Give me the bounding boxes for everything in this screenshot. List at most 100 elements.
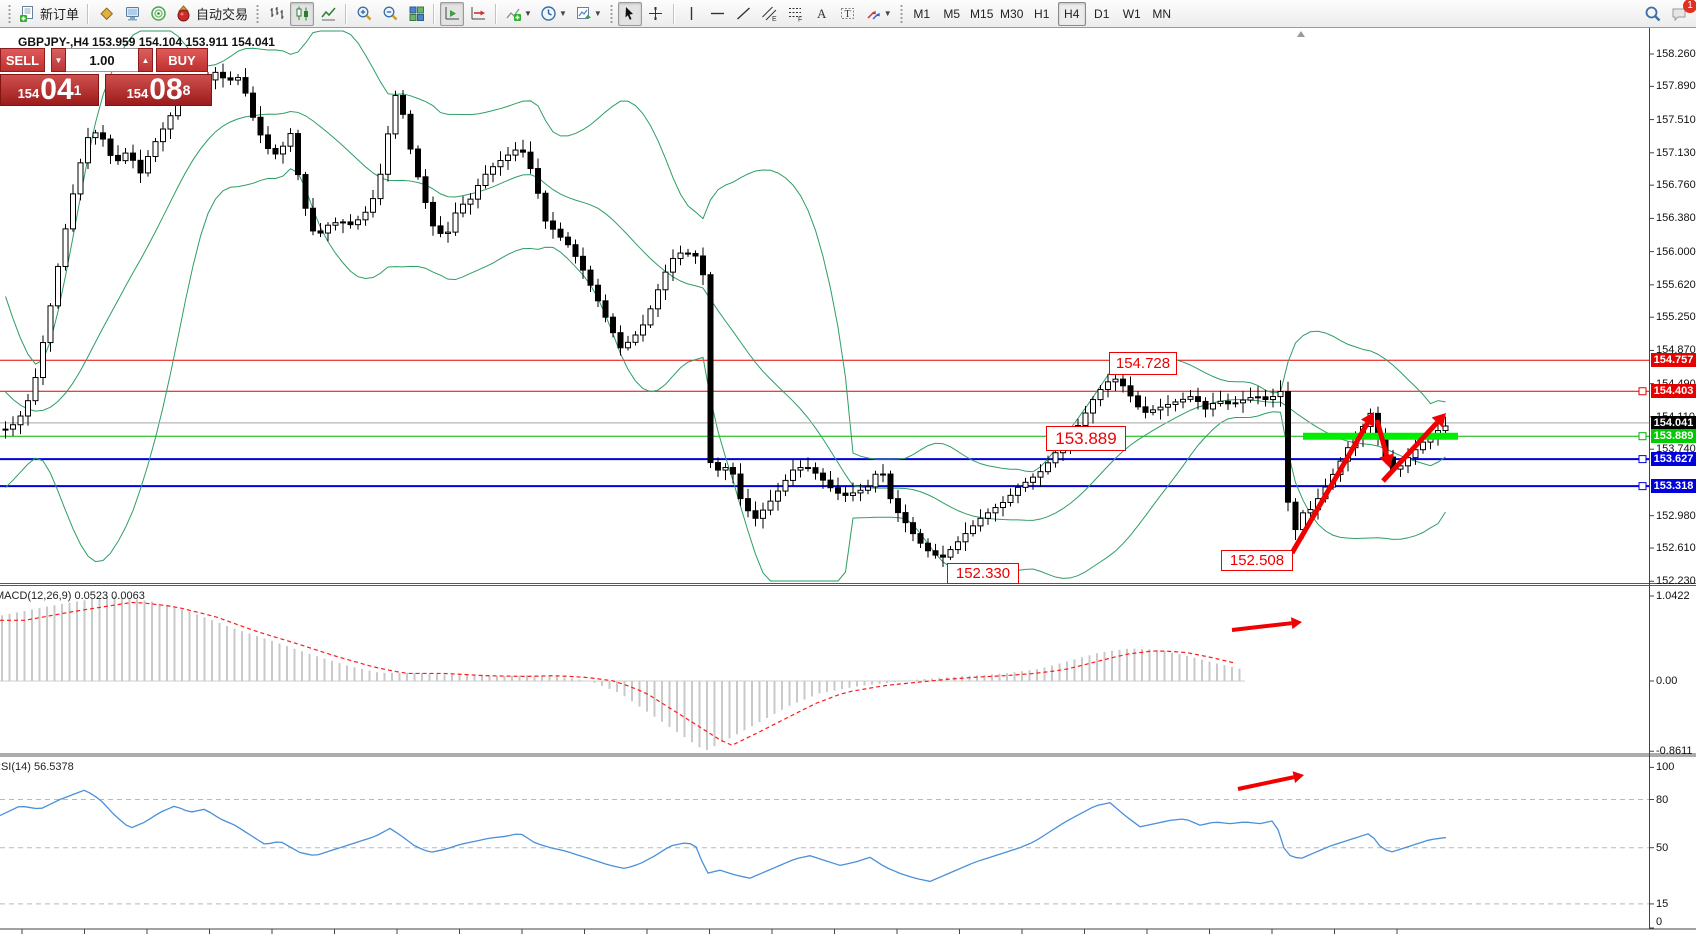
price-axis-tick[interactable]: 156.000 — [1656, 245, 1696, 258]
fibonacci-button[interactable]: F — [784, 2, 808, 26]
crosshair-button[interactable] — [644, 2, 668, 26]
rsi-axis-tick[interactable]: 50 — [1656, 841, 1669, 854]
vline-button[interactable] — [680, 2, 704, 26]
templates-button[interactable]: ▼ — [572, 2, 605, 26]
indicators-icon — [505, 5, 522, 22]
timeframe-button-m15[interactable]: M15 — [970, 6, 994, 21]
rsi-axis-tick[interactable]: 15 — [1656, 897, 1669, 910]
svg-text:E: E — [772, 16, 777, 22]
timeframe-button-d1[interactable]: D1 — [1094, 6, 1110, 21]
vline-icon — [683, 5, 700, 22]
bar-chart-button[interactable] — [264, 2, 288, 26]
price-level-annotation-154-728[interactable]: 154.728 — [1109, 352, 1177, 375]
chart-shift-icon — [470, 5, 487, 22]
notifications-button[interactable]: 1 — [1667, 0, 1696, 26]
toolbar-drag-handle[interactable] — [255, 3, 261, 24]
periods-button[interactable]: ▼ — [537, 2, 570, 26]
notification-badge: 1 — [1683, 0, 1696, 13]
chart-canvas[interactable] — [0, 28, 1696, 945]
terminal-button[interactable] — [120, 2, 144, 26]
equidistant-channel-icon: E — [761, 5, 778, 22]
price-axis-tick[interactable]: 152.980 — [1656, 509, 1696, 522]
cursor-icon — [621, 5, 638, 22]
timeframe-button-w1[interactable]: W1 — [1122, 6, 1141, 21]
price-axis-tick[interactable]: 156.760 — [1656, 179, 1696, 192]
one-click-trade-panel: SELL ▼ ▲ BUY 154 04 1 154 08 8 — [0, 48, 212, 106]
market-watch-button[interactable] — [94, 2, 118, 26]
trendline-button[interactable] — [732, 2, 756, 26]
price-axis-tick[interactable]: 156.380 — [1656, 212, 1696, 225]
auto-scroll-icon — [444, 5, 461, 22]
new-order-button[interactable]: 新订单 — [16, 2, 82, 26]
label-button[interactable]: T — [836, 2, 860, 26]
cursor-button[interactable] — [617, 1, 642, 26]
signals-button[interactable] — [146, 2, 170, 26]
rsi-axis-tick[interactable]: 80 — [1656, 793, 1669, 806]
hline-button[interactable] — [706, 2, 730, 26]
autotrade-button-label: 自动交易 — [196, 7, 249, 22]
toolbar-drag-handle[interactable] — [7, 3, 12, 24]
price-axis-tick[interactable]: 158.260 — [1656, 48, 1696, 60]
dropdown-arrow-icon[interactable]: ▼ — [558, 9, 567, 18]
line-chart-button[interactable] — [316, 2, 340, 26]
timeframe-button-mn[interactable]: MN — [1152, 6, 1172, 21]
price-level-annotation-152-508[interactable]: 152.508 — [1221, 550, 1293, 571]
buy-button[interactable]: BUY — [156, 48, 208, 72]
timeframe-button-h1[interactable]: H1 — [1034, 6, 1050, 21]
text-button[interactable]: A — [810, 2, 834, 26]
rsi-axis-tick[interactable]: 0 — [1656, 916, 1663, 928]
tile-windows-button[interactable] — [404, 2, 428, 26]
price-axis-tick[interactable]: 157.130 — [1656, 146, 1696, 159]
candle-chart-button[interactable] — [290, 1, 315, 26]
macd-axis-tick[interactable]: 0.00 — [1656, 675, 1678, 687]
chart-window[interactable]: GBPJPY-,H4 153.959 154.104 153.911 154.0… — [0, 28, 1696, 945]
timeframe-button-m5[interactable]: M5 — [943, 6, 961, 21]
autotrade-icon — [175, 5, 192, 22]
search-button[interactable] — [1641, 2, 1665, 26]
price-axis-tick[interactable]: 155.620 — [1656, 278, 1696, 291]
crosshair-icon — [647, 5, 664, 22]
price-axis-tick[interactable]: 155.250 — [1656, 311, 1696, 324]
dropdown-arrow-icon[interactable]: ▼ — [524, 9, 532, 18]
timeframe-button-m30[interactable]: M30 — [1000, 6, 1024, 21]
indicators-button[interactable]: ▼ — [502, 2, 535, 26]
sell-button[interactable]: SELL — [0, 48, 45, 72]
toolbar-separator — [495, 3, 498, 24]
lot-decrease-button[interactable]: ▼ — [51, 48, 66, 72]
zoom-out-button[interactable] — [378, 2, 402, 26]
svg-text:T: T — [845, 9, 851, 20]
price-axis-tick[interactable]: 157.890 — [1656, 80, 1696, 93]
toolbar-drag-handle[interactable] — [898, 3, 904, 24]
zoom-in-button[interactable] — [352, 2, 376, 26]
timeframe-button-m1[interactable]: M1 — [913, 6, 931, 21]
chart-shift-button[interactable] — [466, 2, 490, 26]
price-axis-tick[interactable]: 152.230 — [1656, 575, 1696, 588]
toolbar-separator — [345, 3, 348, 24]
buy-price-button[interactable]: 154 08 8 — [105, 74, 212, 106]
price-level-annotation-152-330[interactable]: 152.330 — [947, 563, 1019, 584]
price-level-annotation-153-889[interactable]: 153.889 — [1046, 426, 1126, 451]
lot-size-input[interactable] — [66, 48, 138, 72]
price-axis-tick[interactable]: 152.610 — [1656, 542, 1696, 555]
price-tag-154-041: 154.041 — [1651, 415, 1696, 430]
dropdown-arrow-icon[interactable]: ▼ — [593, 9, 602, 18]
svg-text:A: A — [817, 6, 827, 21]
price-tag-153-889: 153.889 — [1651, 429, 1696, 444]
sell-price-button[interactable]: 154 04 1 — [0, 74, 99, 106]
rsi-axis-tick[interactable]: 100 — [1656, 761, 1675, 774]
auto-scroll-button[interactable] — [440, 1, 465, 26]
timeframe-button-h4[interactable]: H4 — [1057, 1, 1086, 26]
text-icon: A — [813, 5, 830, 22]
dropdown-arrow-icon[interactable]: ▼ — [883, 9, 892, 18]
search-icon — [1644, 5, 1662, 23]
toolbar-drag-handle[interactable] — [608, 3, 614, 24]
macd-axis-tick[interactable]: 1.0422 — [1656, 590, 1690, 602]
channel-button[interactable]: E — [758, 2, 782, 26]
lot-increase-button[interactable]: ▲ — [138, 48, 153, 72]
autotrade-button[interactable]: 自动交易 — [172, 2, 251, 26]
arrows-button[interactable]: ▼ — [862, 2, 895, 26]
price-axis-tick[interactable]: 157.510 — [1656, 113, 1696, 126]
macd-axis-tick[interactable]: -0.8611 — [1656, 745, 1693, 758]
main-toolbar: 新订单 自动交易 ▼ ▼ ▼ E F A T ▼ M1 M5 M15 M30 H1 H4 D1 W1 MN 1 — [0, 0, 1696, 28]
new-order-button-label: 新订单 — [40, 7, 80, 22]
